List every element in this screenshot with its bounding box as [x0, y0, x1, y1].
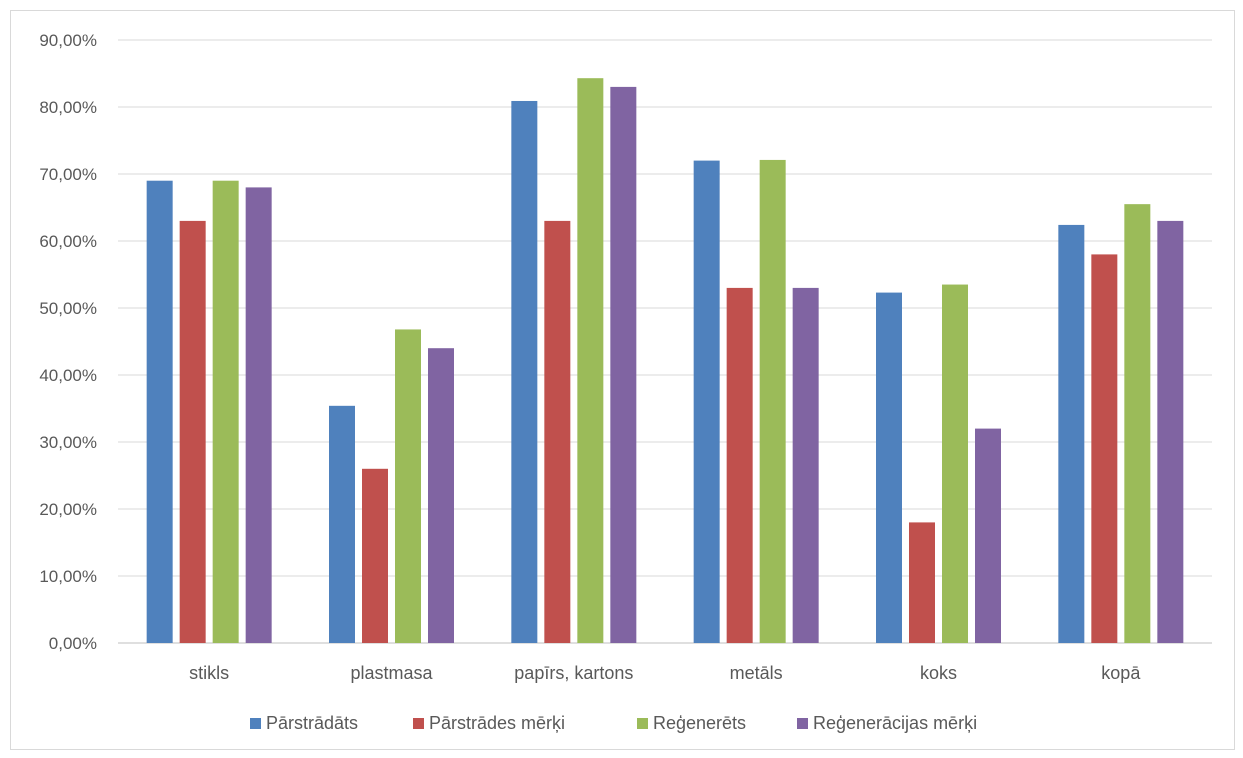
bar: [726, 287, 753, 643]
x-tick-label: stikls: [189, 663, 229, 683]
legend-swatch: [797, 718, 808, 729]
bar: [395, 329, 421, 643]
y-tick-label: 0,00%: [49, 634, 97, 653]
bar: [577, 78, 604, 643]
bar: [146, 180, 173, 643]
bar: [179, 220, 206, 643]
bar: [428, 348, 454, 643]
legend-label: Pārstrādes mērķi: [429, 713, 565, 733]
bars: [146, 78, 1184, 644]
bar: [792, 287, 819, 643]
bar: [212, 180, 239, 643]
bar: [329, 405, 355, 643]
y-tick-label: 90,00%: [39, 31, 97, 50]
bar: [909, 522, 935, 643]
y-tick-label: 20,00%: [39, 500, 97, 519]
bar: [876, 292, 902, 643]
bar: [693, 160, 720, 643]
y-tick-label: 40,00%: [39, 366, 97, 385]
bar: [759, 159, 786, 643]
legend-swatch: [413, 718, 424, 729]
bar: [610, 86, 637, 643]
bar: [1157, 220, 1184, 643]
bar: [511, 100, 538, 644]
y-axis-ticks: 0,00% 10,00% 20,00% 30,00% 40,00% 50,00% 60,00…: [39, 31, 97, 653]
x-tick-label: papīrs, kartons: [514, 663, 633, 683]
bar: [1058, 224, 1085, 644]
x-axis-ticks: stikls plastmasa papīrs, kartons metāls koks…: [189, 663, 1141, 683]
y-tick-label: 50,00%: [39, 299, 97, 318]
bar: [544, 220, 571, 643]
legend: Pārstrādāts Pārstrādes mērķi Reģenerēts Reģ…: [250, 713, 977, 733]
bar: [942, 284, 968, 643]
y-tick-label: 70,00%: [39, 165, 97, 184]
bar: [1124, 204, 1151, 643]
bar: [362, 468, 388, 643]
bar: [1091, 254, 1118, 643]
bar: [975, 428, 1001, 643]
legend-swatch: [250, 718, 261, 729]
x-tick-label: metāls: [730, 663, 783, 683]
y-tick-label: 30,00%: [39, 433, 97, 452]
y-tick-label: 10,00%: [39, 567, 97, 586]
x-tick-label: plastmasa: [350, 663, 433, 683]
x-tick-label: koks: [920, 663, 957, 683]
legend-swatch: [637, 718, 648, 729]
legend-label: Reģenerācijas mērķi: [813, 713, 977, 733]
y-tick-label: 80,00%: [39, 98, 97, 117]
legend-label: Reģenerēts: [653, 713, 746, 733]
gridlines: [118, 39, 1212, 644]
legend-label: Pārstrādāts: [266, 713, 358, 733]
x-tick-label: kopā: [1101, 663, 1141, 683]
y-tick-label: 60,00%: [39, 232, 97, 251]
bar: [245, 187, 272, 643]
